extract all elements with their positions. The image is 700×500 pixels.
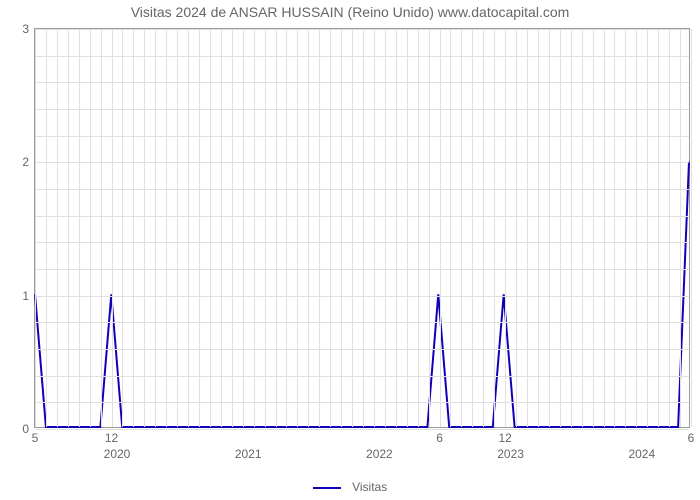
gridline-v — [297, 29, 298, 427]
gridline-v — [286, 29, 287, 427]
x-major-label: 2020 — [104, 447, 131, 461]
y-tick-label: 0 — [22, 422, 29, 436]
gridline-v — [680, 29, 681, 427]
gridline-v — [101, 29, 102, 427]
gridline-v — [658, 29, 659, 427]
gridline-v — [122, 29, 123, 427]
x-minor-label: 12 — [498, 431, 511, 445]
gridline-v — [155, 29, 156, 427]
legend: Visitas — [0, 480, 700, 494]
gridline-v — [582, 29, 583, 427]
gridline-v — [385, 29, 386, 427]
gridline-v — [429, 29, 430, 427]
gridline-v — [549, 29, 550, 427]
gridline-v — [254, 29, 255, 427]
gridline-v — [691, 29, 692, 427]
gridline-v — [440, 29, 441, 427]
gridline-v — [647, 29, 648, 427]
gridline-v — [593, 29, 594, 427]
gridline-v — [35, 29, 36, 427]
gridline-v — [90, 29, 91, 427]
gridline-v — [538, 29, 539, 427]
x-major-label: 2024 — [628, 447, 655, 461]
gridline-v — [46, 29, 47, 427]
gridline-v — [472, 29, 473, 427]
gridline-v — [57, 29, 58, 427]
gridline-v — [560, 29, 561, 427]
gridline-v — [571, 29, 572, 427]
x-minor-label: 6 — [436, 431, 443, 445]
gridline-v — [604, 29, 605, 427]
gridline-v — [188, 29, 189, 427]
x-major-label: 2022 — [366, 447, 393, 461]
gridline-v — [166, 29, 167, 427]
gridline-v — [625, 29, 626, 427]
gridline-v — [461, 29, 462, 427]
gridline-v — [68, 29, 69, 427]
x-major-label: 2023 — [497, 447, 524, 461]
gridline-v — [669, 29, 670, 427]
gridline-v — [636, 29, 637, 427]
gridline-v — [494, 29, 495, 427]
gridline-v — [516, 29, 517, 427]
gridline-v — [112, 29, 113, 427]
x-major-label: 2021 — [235, 447, 262, 461]
y-tick-label: 3 — [22, 22, 29, 36]
chart-container: Visitas 2024 de ANSAR HUSSAIN (Reino Uni… — [0, 0, 700, 500]
y-tick-label: 1 — [22, 289, 29, 303]
x-minor-label: 6 — [688, 431, 695, 445]
gridline-v — [450, 29, 451, 427]
x-minor-label: 5 — [32, 431, 39, 445]
legend-label: Visitas — [352, 480, 387, 494]
gridline-v — [319, 29, 320, 427]
gridline-v — [396, 29, 397, 427]
x-minor-label: 12 — [105, 431, 118, 445]
gridline-v — [341, 29, 342, 427]
chart-title: Visitas 2024 de ANSAR HUSSAIN (Reino Uni… — [0, 4, 700, 20]
y-tick-label: 2 — [22, 155, 29, 169]
gridline-v — [363, 29, 364, 427]
gridline-v — [418, 29, 419, 427]
gridline-v — [221, 29, 222, 427]
gridline-v — [276, 29, 277, 427]
gridline-v — [374, 29, 375, 427]
gridline-v — [483, 29, 484, 427]
gridline-v — [232, 29, 233, 427]
gridline-v — [265, 29, 266, 427]
gridline-v — [79, 29, 80, 427]
gridline-v — [352, 29, 353, 427]
gridline-h — [35, 429, 689, 430]
plot-area: 0123202020212022202320245126126 — [34, 28, 690, 428]
gridline-v — [133, 29, 134, 427]
gridline-v — [330, 29, 331, 427]
gridline-v — [308, 29, 309, 427]
gridline-v — [199, 29, 200, 427]
gridline-v — [243, 29, 244, 427]
gridline-v — [614, 29, 615, 427]
gridline-v — [407, 29, 408, 427]
gridline-v — [505, 29, 506, 427]
gridline-v — [177, 29, 178, 427]
gridline-v — [144, 29, 145, 427]
gridline-v — [527, 29, 528, 427]
legend-swatch — [313, 487, 341, 489]
gridline-v — [210, 29, 211, 427]
